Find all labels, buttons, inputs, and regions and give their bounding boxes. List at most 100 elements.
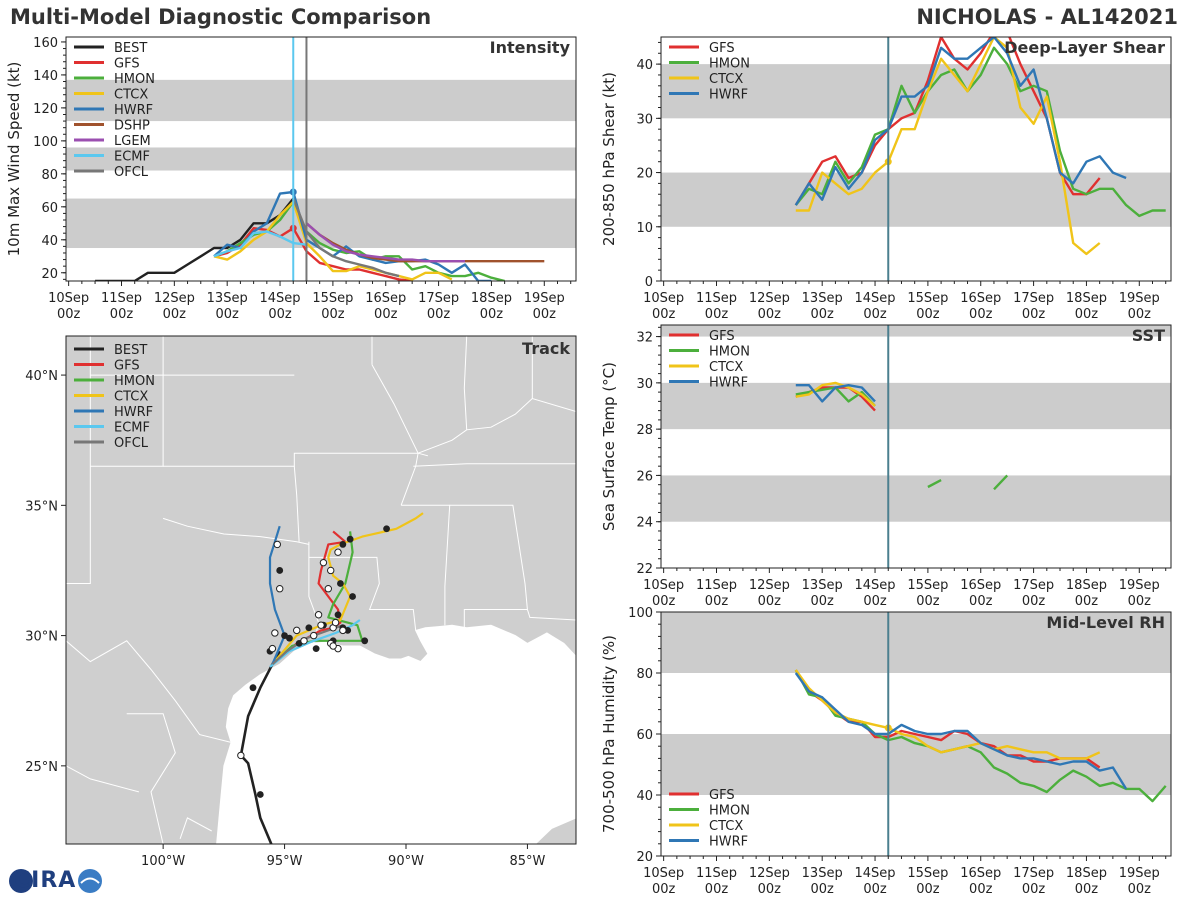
legend-label-ecmf: ECMF [114, 150, 150, 165]
legend-label-hwrf: HWRF [114, 405, 153, 420]
y-tick-label: 20 [41, 267, 58, 282]
series-line-ctcx [795, 381, 876, 407]
y-tick-label: 40 [41, 234, 58, 249]
y-tick-label: 22 [636, 562, 653, 577]
track-marker-filled [256, 791, 264, 798]
y-tick-label: 30 [636, 377, 653, 392]
state-border [66, 765, 140, 793]
series-line-ecmf [213, 230, 307, 258]
state-border [66, 336, 91, 584]
x-tick-label-day: 18Sep [1066, 578, 1107, 593]
x-tick-label-day: 19Sep [1119, 866, 1160, 881]
y-axis-label: Sea Surface Temp (°C) [600, 362, 618, 531]
series-group [794, 37, 1166, 256]
x-tick-label-day: 14Sep [855, 578, 896, 593]
page-title-left: Multi-Model Diagnostic Comparison [10, 5, 432, 29]
track-marker-filled [349, 593, 356, 600]
track-marker-open [300, 637, 308, 645]
x-tick-label-day: 10Sep [643, 291, 684, 306]
track-marker-open [237, 751, 245, 760]
panel-title: Deep-Layer Shear [1004, 38, 1165, 57]
plot-frame [660, 324, 1172, 569]
x-tick-label-hour: 00z [969, 307, 993, 322]
legend-label-hmon: HMON [709, 804, 750, 819]
y-tick-label: 0 [645, 275, 653, 290]
y-axis-label: 200-850 hPa Shear (kt) [600, 72, 618, 246]
state-border [308, 556, 417, 631]
legend-label-gfs: GFS [709, 329, 735, 344]
x-tick-label-hour: 00z [969, 882, 993, 897]
legend-label-gfs: GFS [709, 41, 735, 56]
y-tick-label: 160 [33, 36, 58, 51]
plot-background [661, 325, 1171, 568]
panel-track: 100°W 95°W 90°W 85°W 25°N 30°N 35°N 40°N Track BE… [25, 335, 577, 869]
x-tick-label-day: 11Sep [696, 291, 737, 306]
track-marker-open [331, 618, 340, 627]
series-line-lgem [305, 222, 465, 263]
x-tick-label-day: 13Sep [802, 291, 843, 306]
x-tick-label-day: 16Sep [365, 291, 406, 306]
legend-label-dshp: DSHP [114, 119, 150, 134]
series-line-gfs [213, 226, 413, 281]
track-marker-filled [305, 624, 313, 632]
latitude-label: 40°N [25, 369, 58, 384]
series-group [795, 381, 1009, 491]
x-tick-label-day: 14Sep [855, 866, 896, 881]
track-marker-open [268, 644, 277, 653]
x-tick-label-hour: 00z [1075, 307, 1099, 322]
x-tick-label-day: 11Sep [696, 578, 737, 593]
x-tick-label-day: 11Sep [696, 866, 737, 881]
x-tick-label-day: 12Sep [749, 578, 790, 593]
x-tick-label-day: 16Sep [960, 866, 1001, 881]
x-tick-label-day: 15Sep [312, 291, 353, 306]
x-tick-label-day: 14Sep [260, 291, 301, 306]
y-tick-label: 120 [33, 102, 58, 117]
track-marker-filled [281, 632, 288, 639]
track-marker-open [319, 558, 328, 567]
page-title-right: NICHOLAS - AL142021 [916, 5, 1178, 29]
series-line-hmon [794, 46, 1166, 218]
x-tick-label-hour: 00z [110, 307, 134, 322]
x-tick-label-day: 13Sep [802, 578, 843, 593]
x-tick-label-day: 18Sep [1066, 866, 1107, 881]
series-line-ctcx [213, 200, 453, 281]
x-tick-label-hour: 00z [758, 307, 782, 322]
track-marker-open [273, 540, 281, 549]
panel-rh: 2040608010010Sep00z11Sep00z12Sep00z13Sep… [600, 606, 1172, 897]
track-marker-open [271, 629, 279, 637]
x-tick-label-hour: 00z [705, 307, 729, 322]
longitude-label: 90°W [388, 854, 424, 869]
x-tick-label-day: 16Sep [960, 578, 1001, 593]
longitude-label: 100°W [141, 854, 185, 869]
x-tick-label-day: 19Sep [1119, 578, 1160, 593]
x-tick-label-hour: 00z [1128, 594, 1152, 609]
x-tick-label-hour: 00z [163, 307, 187, 322]
state-border [413, 463, 576, 467]
legend-label-hwrf: HWRF [709, 835, 748, 850]
shaded-band [66, 198, 576, 249]
state-border [526, 609, 576, 621]
series-line-ctcx [794, 669, 1101, 760]
x-tick-label-day: 17Sep [418, 291, 459, 306]
track-marker-open [334, 548, 342, 556]
panel-title: Track [522, 339, 570, 358]
y-tick-label: 20 [636, 850, 653, 865]
legend-label-ofcl: OFCL [114, 436, 149, 451]
y-tick-label: 40 [636, 58, 653, 73]
panel-title: Intensity [490, 38, 571, 57]
state-border [371, 364, 419, 454]
track-marker-filled [361, 637, 369, 645]
x-tick-label-hour: 00z [916, 594, 940, 609]
track-marker-filled [337, 580, 344, 587]
legend-label-hwrf: HWRF [709, 376, 748, 391]
track-marker-filled [249, 684, 257, 692]
y-tick-label: 30 [636, 112, 653, 127]
state-border [179, 817, 212, 839]
legend-label-hmon: HMON [114, 72, 155, 87]
x-tick-label-hour: 00z [863, 882, 887, 897]
x-tick-label-day: 17Sep [1013, 291, 1054, 306]
state-border [162, 517, 310, 545]
x-tick-label-hour: 00z [811, 882, 835, 897]
y-tick-label: 32 [636, 331, 653, 346]
